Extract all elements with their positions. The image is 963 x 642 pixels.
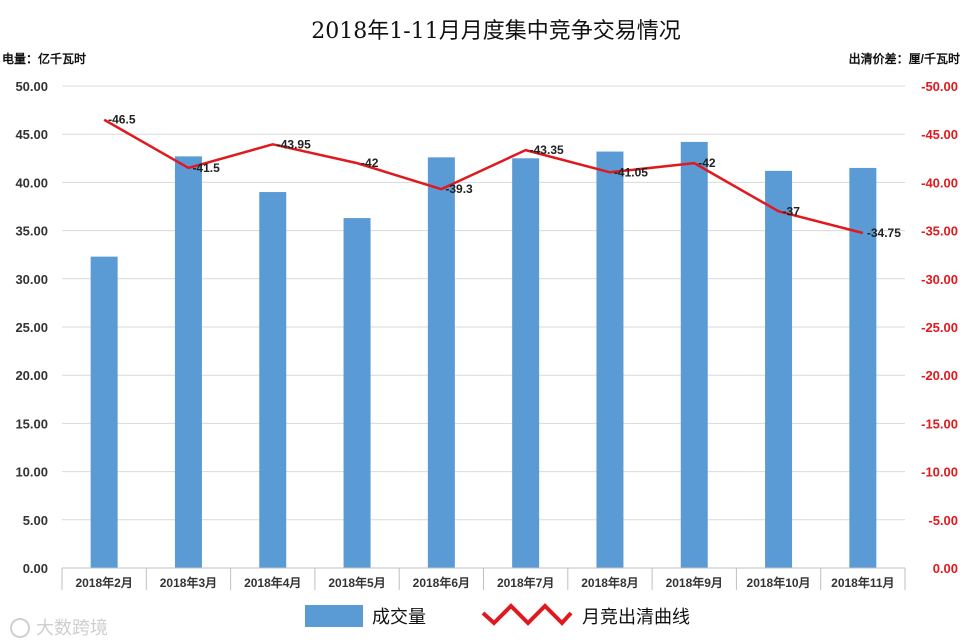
right-axis-unit-label: 出清价差：厘/千瓦时 [849,51,960,66]
watermark-logo-icon [10,618,30,638]
left-tick-label: 5.00 [23,513,48,528]
right-tick-label: -25.00 [921,320,958,335]
line-data-label: -41.5 [192,161,220,175]
x-tick-label: 2018年11月 [831,575,894,590]
x-tick-label: 2018年6月 [413,575,470,590]
bar [174,156,202,568]
x-tick-label: 2018年2月 [75,575,132,590]
line-data-label: -42 [361,156,379,170]
legend-line-swatch [481,603,573,626]
x-tick-label: 2018年10月 [747,575,811,590]
left-tick-label: 20.00 [15,368,48,383]
right-tick-label: -50.00 [921,79,958,94]
left-tick-label: 15.00 [15,416,48,431]
left-axis-unit-label: 电量：亿千瓦时 [2,51,86,66]
x-tick-label: 2018年7月 [497,575,554,590]
bar [427,157,455,568]
left-tick-label: 25.00 [15,320,48,335]
right-tick-label: -10.00 [921,465,958,480]
bar [343,218,371,568]
right-tick-label: -35.00 [921,224,958,239]
x-tick-label: 2018年4月 [244,575,301,590]
right-tick-label: -20.00 [921,368,958,383]
left-tick-label: 45.00 [15,127,48,142]
x-tick-label: 2018年3月 [160,575,217,590]
bar [512,158,540,569]
legend-line-label: 月竞出清曲线 [582,607,690,627]
left-axis-ticks: 0.00 5.00 10.00 15.00 20.00 25.00 30.00 35.00 40… [15,79,48,576]
bar [765,170,793,568]
bar [596,151,624,568]
line-data-label: -41.05 [614,165,648,179]
legend: 成交量 月竞出清曲线 [305,603,690,627]
watermark: 大数跨境 [10,618,108,638]
x-tick-label: 2018年5月 [328,575,385,590]
left-tick-label: 10.00 [15,465,48,480]
line-data-label: -34.75 [867,226,901,240]
line-data-labels: -46.5 -41.5 -43.95 -42 -39.3 -43.35 -41.05 -42 -… [108,113,901,240]
right-tick-label: -15.00 [921,416,958,431]
line-data-label: -43.95 [277,137,311,151]
bar [849,167,877,568]
left-tick-label: 35.00 [15,224,48,239]
left-tick-label: 40.00 [15,175,48,190]
left-tick-label: 0.00 [23,561,48,576]
right-axis-ticks: 0.00 -5.00 -10.00 -15.00 -20.00 -25.00 -30.00 -… [921,79,958,576]
line-data-label: -42 [698,156,716,170]
line-data-label: -39.3 [445,182,473,196]
x-tick-label: 2018年9月 [666,575,723,590]
watermark-text: 大数跨境 [36,618,108,638]
right-tick-label: 0.00 [933,561,958,576]
line-data-label: -43.35 [530,143,564,157]
right-tick-label: -45.00 [921,127,958,142]
bar [259,192,287,569]
bar-series [90,141,877,569]
bar [90,256,118,568]
left-tick-label: 50.00 [15,79,48,94]
line-series [103,118,864,235]
series-line [103,118,864,235]
x-tick-label: 2018年8月 [581,575,638,590]
legend-bar-swatch [305,605,363,627]
right-tick-label: -5.00 [928,513,958,528]
left-tick-label: 30.00 [15,272,48,287]
right-tick-label: -30.00 [921,272,958,287]
line-data-label: -37 [783,204,801,218]
line-data-label: -46.5 [108,113,136,127]
chart-title: 2018年1-11月月度集中竞争交易情况 [311,19,680,44]
right-tick-label: -40.00 [921,175,958,190]
legend-bar-label: 成交量 [372,607,426,627]
bar [680,141,708,569]
gridlines [62,85,905,521]
x-axis-ticks: 2018年2月 2018年3月 2018年4月 2018年5月 2018年6月 2018年… [61,568,906,590]
